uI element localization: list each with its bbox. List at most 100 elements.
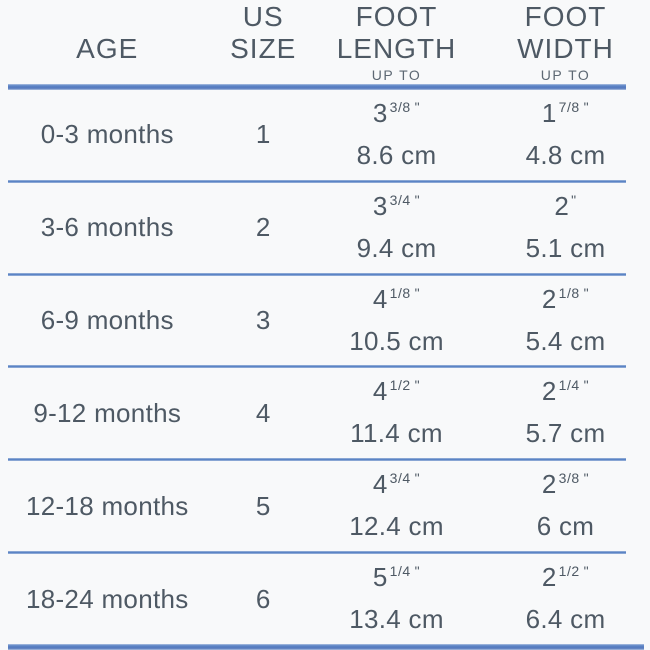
inch-mark: " bbox=[583, 284, 590, 301]
column-header-foot-length: FOOT LENGTH UP TO bbox=[312, 2, 481, 84]
table-row: 18-24 months 6 5 1/4 " 13.4 cm 2 1/2 " 6.4 c… bbox=[0, 554, 650, 644]
us-size-value: 3 bbox=[255, 305, 271, 336]
row-separator bbox=[8, 272, 626, 276]
inch-mark: " bbox=[414, 284, 421, 301]
inches-fraction-mark: 1/4 " bbox=[559, 367, 589, 403]
us-size-cell: 5 bbox=[215, 491, 313, 522]
table-row: 3-6 months 2 3 3/4 " 9.4 cm 2 " 5.1 cm bbox=[0, 183, 650, 273]
inches-whole: 4 bbox=[372, 376, 388, 407]
inches-whole: 3 bbox=[372, 190, 388, 221]
foot-width-cm-value: 6 cm bbox=[536, 511, 595, 542]
foot-length-cm-value: 8.6 cm bbox=[356, 139, 437, 170]
header-length-label: LENGTH bbox=[336, 33, 457, 64]
us-size-value: 1 bbox=[255, 119, 271, 150]
header-width-label: WIDTH bbox=[517, 33, 614, 64]
inches-whole: 2 bbox=[541, 562, 557, 593]
column-header-age: AGE bbox=[0, 2, 215, 84]
column-header-foot-width: FOOT WIDTH UP TO bbox=[481, 2, 650, 84]
inches-whole: 1 bbox=[541, 97, 557, 128]
us-size-value: 2 bbox=[255, 212, 271, 243]
us-size-cell: 1 bbox=[215, 119, 313, 150]
inches-fraction-mark: 1/8 " bbox=[559, 275, 589, 311]
inches-fraction: 1/8 bbox=[389, 284, 411, 301]
header-row: AGE US SIZE FOOT LENGTH UP TO FOOT WIDTH… bbox=[0, 0, 650, 84]
column-header-us-size: US SIZE bbox=[215, 2, 313, 84]
bottom-border bbox=[8, 644, 644, 650]
inches-fraction-mark: " bbox=[571, 182, 576, 218]
us-size-value: 6 bbox=[255, 583, 271, 614]
foot-length-cm-value: 9.4 cm bbox=[356, 232, 437, 263]
foot-width-inches-value: 2 1/8 " bbox=[542, 281, 589, 321]
foot-length-cm-value: 13.4 cm bbox=[349, 604, 444, 635]
inches-whole: 2 bbox=[541, 469, 557, 500]
inches-fraction-mark: 3/4 " bbox=[390, 460, 420, 496]
us-size-cell: 2 bbox=[215, 212, 313, 243]
inch-mark: " bbox=[414, 98, 421, 115]
inches-whole: 2 bbox=[554, 190, 570, 221]
header-age-label: AGE bbox=[76, 33, 139, 64]
inch-mark: " bbox=[414, 191, 421, 208]
row-separator bbox=[8, 551, 626, 555]
foot-length-cell: 4 1/8 " 10.5 cm bbox=[312, 281, 481, 361]
foot-width-cell: 2 1/8 " 5.4 cm bbox=[481, 281, 650, 361]
age-value: 0-3 months bbox=[40, 119, 174, 150]
foot-length-inches-value: 5 1/4 " bbox=[373, 559, 420, 599]
row-separator bbox=[8, 179, 626, 183]
inches-fraction-mark: 1/2 " bbox=[390, 367, 420, 403]
foot-width-cm-value: 6.4 cm bbox=[525, 604, 606, 635]
foot-width-cell: 1 7/8 " 4.8 cm bbox=[481, 95, 650, 175]
inch-mark: " bbox=[414, 470, 421, 487]
row-separator bbox=[8, 458, 626, 462]
foot-length-cell: 3 3/8 " 8.6 cm bbox=[312, 95, 481, 175]
foot-length-inches-value: 3 3/8 " bbox=[373, 95, 420, 135]
foot-width-inches-value: 2 1/2 " bbox=[542, 559, 589, 599]
age-value: 12-18 months bbox=[25, 490, 189, 521]
foot-width-cell: 2 1/4 " 5.7 cm bbox=[481, 373, 650, 453]
header-foot-label-2: FOOT bbox=[524, 1, 607, 32]
header-size-label: SIZE bbox=[230, 33, 297, 64]
us-size-cell: 4 bbox=[215, 398, 313, 429]
foot-width-inches-value: 2 " bbox=[554, 188, 576, 228]
inches-fraction-mark: 3/4 " bbox=[390, 182, 420, 218]
inch-mark: " bbox=[414, 377, 421, 394]
table-row: 0-3 months 1 3 3/8 " 8.6 cm 1 7/8 " 4.8 cm bbox=[0, 90, 650, 180]
inches-fraction: 1/8 bbox=[558, 284, 580, 301]
row-separator bbox=[8, 365, 626, 369]
inches-fraction-mark: 1/4 " bbox=[390, 553, 420, 589]
inches-whole: 2 bbox=[541, 283, 557, 314]
foot-length-cell: 5 1/4 " 13.4 cm bbox=[312, 559, 481, 639]
age-cell: 0-3 months bbox=[0, 119, 215, 150]
foot-length-inches-value: 4 1/8 " bbox=[373, 281, 420, 321]
inches-fraction-mark: 1/2 " bbox=[559, 553, 589, 589]
foot-length-cell: 4 3/4 " 12.4 cm bbox=[312, 466, 481, 546]
age-cell: 18-24 months bbox=[0, 584, 215, 615]
foot-width-cell: 2 1/2 " 6.4 cm bbox=[481, 559, 650, 639]
inches-fraction: 1/4 bbox=[389, 563, 411, 580]
inches-fraction: 3/4 bbox=[389, 470, 411, 487]
header-width-upto-label: UP TO bbox=[540, 67, 591, 83]
age-cell: 12-18 months bbox=[0, 491, 215, 522]
inches-fraction: 3/8 bbox=[389, 98, 411, 115]
header-length-upto-label: UP TO bbox=[371, 67, 422, 83]
inches-fraction-mark: 3/8 " bbox=[559, 460, 589, 496]
inch-mark: " bbox=[583, 98, 590, 115]
inch-mark: " bbox=[571, 191, 577, 208]
foot-width-cell: 2 " 5.1 cm bbox=[481, 188, 650, 268]
inches-whole: 3 bbox=[372, 97, 388, 128]
table-row: 6-9 months 3 4 1/8 " 10.5 cm 2 1/8 " 5.4 cm bbox=[0, 276, 650, 366]
foot-length-cm-value: 11.4 cm bbox=[350, 418, 443, 449]
us-size-cell: 6 bbox=[215, 584, 313, 615]
inches-fraction-mark: 1/8 " bbox=[390, 275, 420, 311]
header-us-label: US bbox=[242, 1, 284, 32]
inches-fraction: 3/8 bbox=[558, 470, 580, 487]
inch-mark: " bbox=[414, 563, 421, 580]
foot-width-inches-value: 2 3/8 " bbox=[542, 466, 589, 506]
inches-whole: 4 bbox=[372, 469, 388, 500]
inches-fraction: 1/4 bbox=[558, 377, 580, 394]
foot-length-cell: 4 1/2 " 11.4 cm bbox=[312, 373, 481, 453]
foot-width-inches-value: 2 1/4 " bbox=[542, 373, 589, 413]
header-underline bbox=[8, 84, 626, 90]
age-cell: 6-9 months bbox=[0, 305, 215, 336]
inches-fraction: 1/2 bbox=[389, 377, 411, 394]
age-value: 6-9 months bbox=[40, 305, 174, 336]
